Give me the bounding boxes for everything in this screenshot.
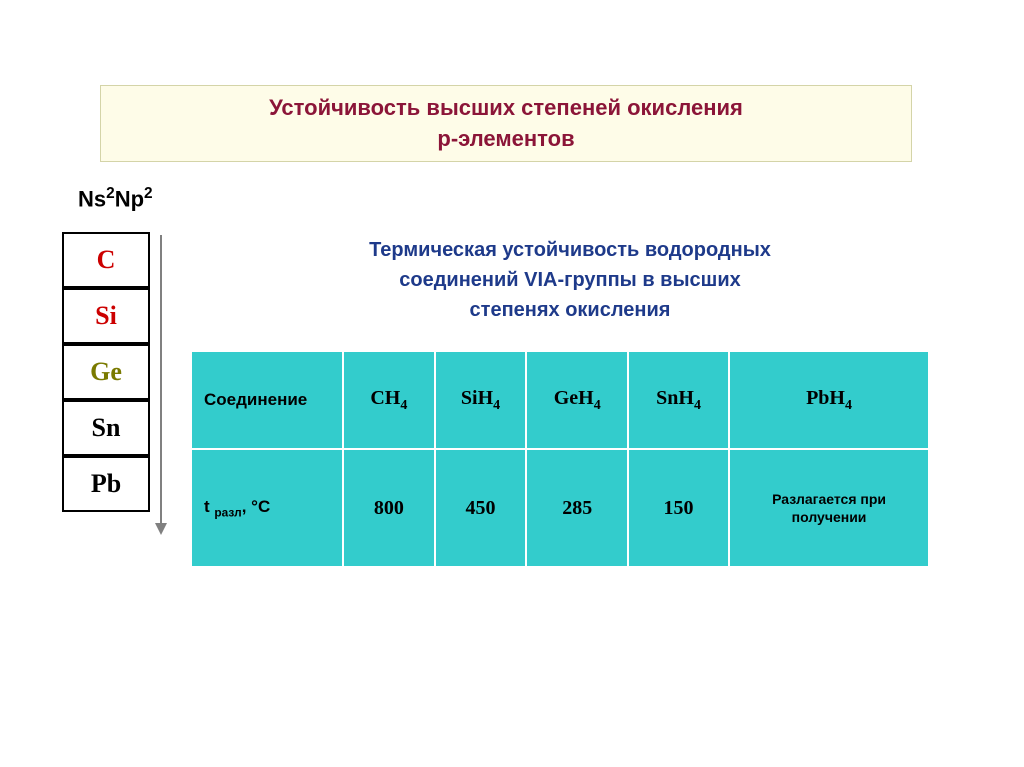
row-header-temperature: t разл, °С [191,449,343,567]
element-cell: Pb [62,456,150,512]
element-cell: C [62,232,150,288]
value-note-cell: Разлагается приполучении [729,449,929,567]
element-cell: Ge [62,344,150,400]
subtitle: Термическая устойчивость водородных соед… [250,235,890,325]
element-cell: Si [62,288,150,344]
title-line1: Устойчивость высших степеней окисления [269,93,743,124]
title-line2: р-элементов [437,124,574,155]
value-cell: 450 [435,449,527,567]
subtitle-line3: степенях окисления [250,295,890,325]
value-cell: 285 [526,449,628,567]
compound-cell: PbH4 [729,351,929,449]
element-cell: Sn [62,400,150,456]
compound-cell: SnH4 [628,351,729,449]
row-header-compound: Соединение [191,351,343,449]
thermal-stability-table: Соединение CH4SiH4GeH4SnH4PbH4 t разл, °… [190,350,930,568]
subtitle-line1: Термическая устойчивость водородных [250,235,890,265]
value-cell: 800 [343,449,435,567]
title-box: Устойчивость высших степеней окисления р… [100,85,912,162]
element-column: CSiGeSnPb [62,232,150,512]
electron-config-label: Ns2Np2 [78,185,153,212]
down-arrow-icon [160,235,162,525]
compound-cell: GeH4 [526,351,628,449]
subtitle-line2: соединений VIA-группы в высших [250,265,890,295]
value-cell: 150 [628,449,729,567]
compound-cell: SiH4 [435,351,527,449]
compound-cell: CH4 [343,351,435,449]
